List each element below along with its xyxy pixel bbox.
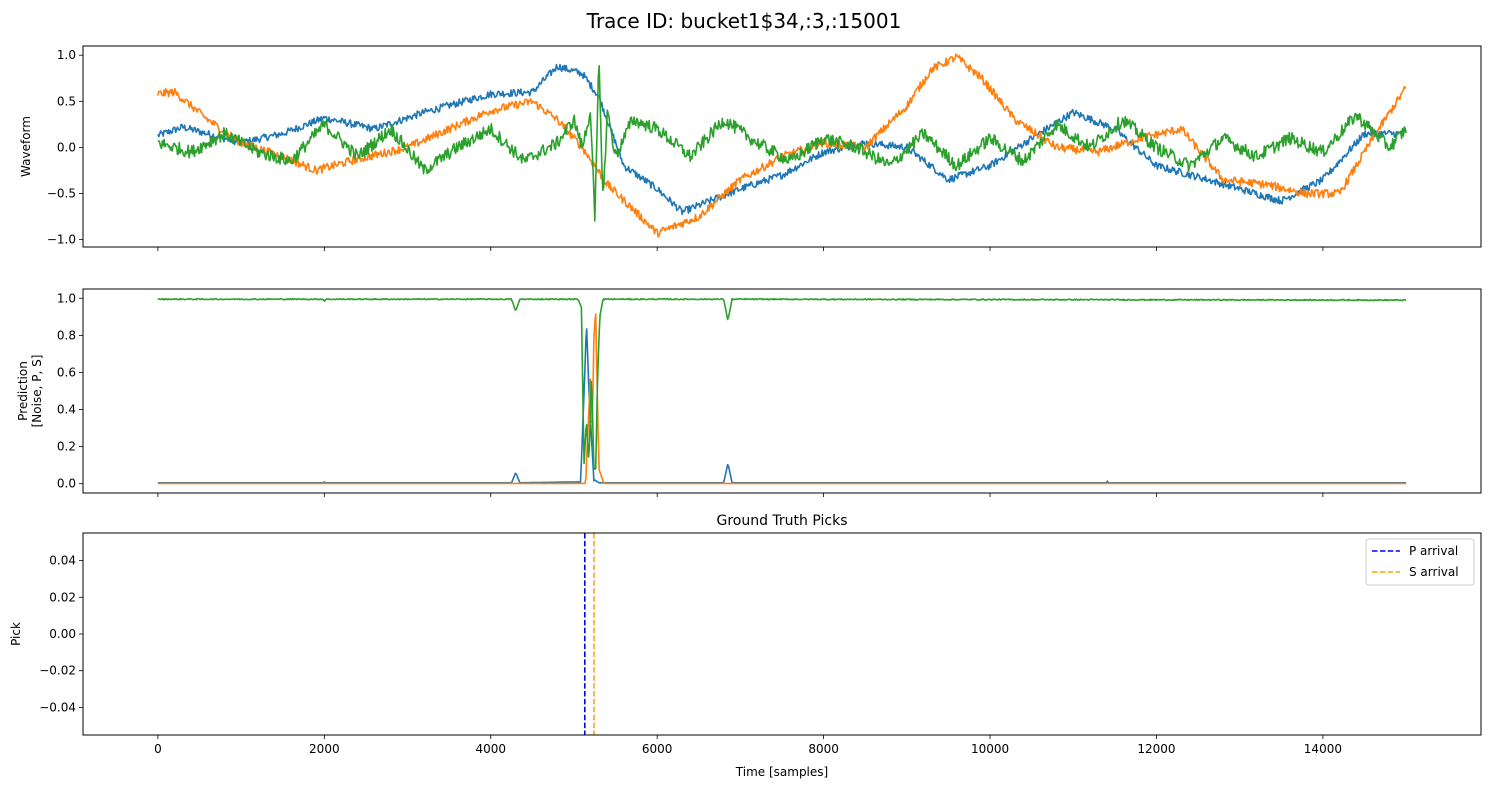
- picks-ylabel: Pick: [9, 622, 23, 646]
- xtick-label: 0: [154, 742, 162, 756]
- ytick-label: 0.00: [49, 627, 76, 641]
- ytick-label: −0.04: [39, 700, 76, 714]
- waveform-series-group: [157, 53, 1407, 238]
- ytick-label: −1.0: [47, 233, 76, 247]
- prediction-ticks: 0.0 0.2 0.4 0.6 0.8 1.0: [57, 291, 1324, 497]
- waveform-series-channel-3: [157, 65, 1407, 222]
- ytick-label: 0.6: [57, 365, 76, 379]
- prediction-axes-frame: [82, 288, 1482, 494]
- picks-panel: Ground Truth Picks 0 2000 4000 6000 8000 1000…: [9, 513, 1482, 779]
- ytick-label: 0.04: [49, 554, 76, 568]
- xtick-label: 8000: [808, 742, 839, 756]
- waveform-series-channel-1: [157, 63, 1407, 216]
- prediction-series-group: [157, 297, 1407, 485]
- ytick-label: 1.0: [57, 48, 76, 62]
- prediction-series-p: [157, 328, 1407, 484]
- picks-lines-group: [583, 533, 595, 735]
- ytick-label: 0.02: [49, 590, 76, 604]
- ytick-label: 0.8: [57, 328, 76, 342]
- figure-title: Trace ID: bucket1$34,:3,:15001: [586, 9, 902, 33]
- ytick-label: 1.0: [57, 291, 76, 305]
- ytick-label: 0.2: [57, 440, 76, 454]
- prediction-series-s: [157, 313, 1407, 485]
- xtick-label: 10000: [971, 742, 1009, 756]
- picks-ticks: 0 2000 4000 6000 8000 10000 12000 14000 −0.04 −0.…: [39, 554, 1342, 756]
- xtick-label: 6000: [642, 742, 673, 756]
- waveform-axes-frame: [82, 45, 1482, 248]
- prediction-ylabel-line-1: Prediction: [16, 361, 30, 421]
- waveform-series-channel-2: [157, 53, 1407, 238]
- ytick-label: 0.5: [57, 94, 76, 108]
- legend: P arrival S arrival: [1365, 538, 1475, 586]
- waveform-ylabel: Waveform: [19, 116, 33, 177]
- xtick-label: 4000: [475, 742, 506, 756]
- ytick-label: 0.0: [57, 140, 76, 154]
- ytick-label: −0.02: [39, 664, 76, 678]
- picks-title: Ground Truth Picks: [716, 513, 847, 529]
- prediction-ylabel-line-2: [Noise, P, S]: [30, 355, 44, 428]
- picks-xlabel: Time [samples]: [735, 765, 828, 779]
- ytick-label: −0.5: [47, 187, 76, 201]
- ytick-label: 0.0: [57, 477, 76, 491]
- xtick-label: 2000: [309, 742, 340, 756]
- waveform-panel: −1.0 −0.5 0.0 0.5 1.0 Waveform: [19, 45, 1482, 251]
- ytick-label: 0.4: [57, 403, 76, 417]
- xtick-label: 12000: [1137, 742, 1175, 756]
- legend-s-arrival-label: S arrival: [1409, 565, 1459, 579]
- prediction-panel: 0.0 0.2 0.4 0.6 0.8 1.0 Prediction [Noise, P,…: [16, 288, 1482, 497]
- picks-axes-frame: [82, 532, 1482, 736]
- waveform-ticks: −1.0 −0.5 0.0 0.5 1.0: [47, 48, 1324, 251]
- prediction-series-noise: [157, 297, 1407, 471]
- legend-p-arrival-label: P arrival: [1409, 544, 1458, 558]
- xtick-label: 14000: [1304, 742, 1342, 756]
